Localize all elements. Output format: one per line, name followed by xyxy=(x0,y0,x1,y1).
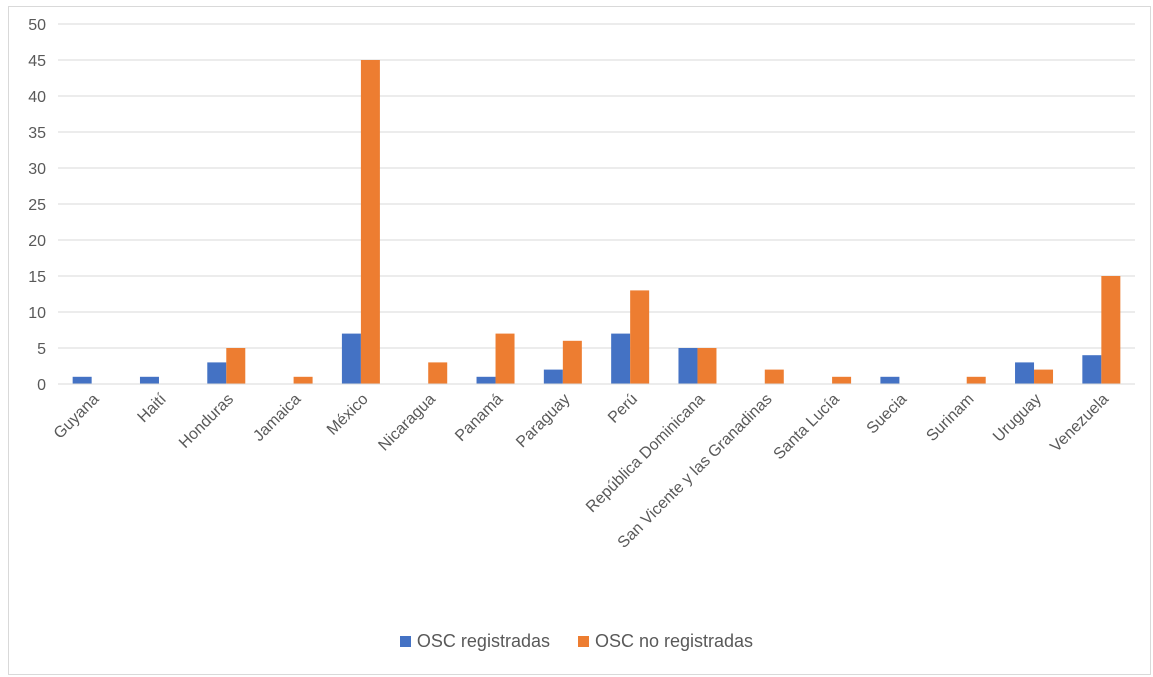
bar-unregistered xyxy=(495,333,515,384)
bars xyxy=(72,60,1121,384)
bar-registered xyxy=(611,333,631,384)
x-tick-label: Santa Lucía xyxy=(771,391,843,463)
x-tick-label: Haití xyxy=(135,390,171,426)
bar-unregistered xyxy=(966,376,986,384)
legend-swatch-registered xyxy=(399,636,411,647)
gridlines xyxy=(58,23,1135,349)
bar-registered xyxy=(543,369,563,384)
x-tick-label: República Dominicana xyxy=(583,391,708,516)
legend-label-unregistered: OSC no registradas xyxy=(594,631,754,651)
y-tick-label: 15 xyxy=(28,269,46,286)
x-tick-label: México xyxy=(324,391,372,439)
x-tick-label: Surinam xyxy=(923,391,977,445)
x-tick-label: Nicaragua xyxy=(375,391,439,455)
x-tick-label: Guyana xyxy=(51,391,103,443)
x-tick-label: Paraguay xyxy=(513,391,573,451)
bar-registered xyxy=(880,376,900,384)
y-tick-label: 40 xyxy=(28,89,46,106)
y-tick-label: 45 xyxy=(28,53,46,70)
bar-registered xyxy=(1082,355,1102,384)
legend: OSC registradas OSC no registradas xyxy=(0,631,1153,652)
bar-unregistered xyxy=(428,362,448,384)
legend-label-registered: OSC registradas xyxy=(416,631,550,651)
y-tick-label: 25 xyxy=(28,197,46,214)
y-tick-label: 10 xyxy=(28,305,46,322)
bar-unregistered xyxy=(562,340,582,384)
bar-unregistered xyxy=(832,376,852,384)
x-tick-label: Jamaica xyxy=(250,391,304,445)
y-axis-ticks: 0 5 10 15 20 25 30 35 40 45 50 xyxy=(28,17,46,394)
y-tick-label: 30 xyxy=(28,161,46,178)
bar-registered xyxy=(341,333,361,384)
bar-unregistered xyxy=(1034,369,1054,384)
bar-registered xyxy=(476,376,496,384)
y-tick-label: 20 xyxy=(28,233,46,250)
x-tick-label: Honduras xyxy=(176,391,237,452)
chart-frame xyxy=(8,6,1151,675)
x-tick-label: Venezuela xyxy=(1047,391,1112,456)
bar-unregistered xyxy=(1101,276,1121,384)
y-tick-label: 0 xyxy=(37,377,46,394)
bar-registered xyxy=(72,376,92,384)
bar-unregistered xyxy=(764,369,784,384)
bar-registered xyxy=(1015,362,1035,384)
legend-item-unregistered: OSC no registradas xyxy=(577,631,754,652)
bar-unregistered xyxy=(697,348,717,384)
x-tick-label: Suecia xyxy=(864,391,911,438)
y-tick-label: 5 xyxy=(37,341,46,358)
bar-unregistered xyxy=(293,376,313,384)
x-axis-labels: Guyana Haití Honduras Jamaica México Nicaragu… xyxy=(51,390,1112,551)
x-tick-label: Perú xyxy=(605,391,641,427)
bar-registered xyxy=(139,376,159,384)
bar-unregistered xyxy=(360,60,380,384)
bar-unregistered xyxy=(630,290,650,384)
bar-registered xyxy=(207,362,227,384)
legend-item-registered: OSC registradas xyxy=(399,631,550,652)
bar-registered xyxy=(678,348,698,384)
y-tick-label: 35 xyxy=(28,125,46,142)
y-tick-label: 50 xyxy=(28,17,46,34)
x-tick-label: Uruguay xyxy=(990,391,1045,446)
x-tick-label: Panamá xyxy=(452,391,506,445)
legend-swatch-unregistered xyxy=(577,636,589,647)
bar-unregistered xyxy=(226,348,246,384)
